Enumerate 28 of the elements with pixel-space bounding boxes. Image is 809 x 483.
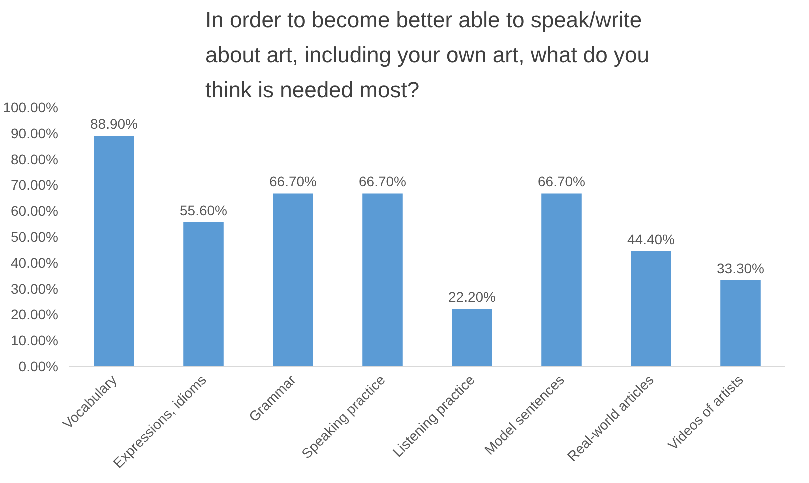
bar: [631, 252, 672, 366]
data-label: 66.70%: [359, 174, 406, 190]
bar: [452, 309, 492, 366]
y-tick-label: 20.00%: [11, 306, 58, 323]
data-label: 88.90%: [90, 116, 138, 132]
y-tick-label: 60.00%: [11, 203, 58, 220]
data-label: 33.30%: [717, 260, 764, 276]
y-tick-label: 90.00%: [11, 125, 58, 142]
y-tick-label: 40.00%: [11, 254, 58, 271]
bar: [273, 194, 314, 366]
bar: [720, 280, 761, 366]
data-label: 66.70%: [538, 174, 586, 190]
bar: [94, 136, 134, 366]
data-label: 55.60%: [180, 202, 228, 218]
y-tick-label: 10.00%: [11, 332, 58, 349]
chart-title: In order to become better able to speak/write about art, including your own art, what do you think is needed most?: [206, 8, 650, 102]
y-tick-label: 100.00%: [3, 100, 59, 116]
bar: [184, 222, 224, 366]
y-tick-label: 70.00%: [11, 177, 58, 194]
data-label: 66.70%: [270, 174, 317, 190]
y-tick-label: 0.00%: [18, 358, 59, 374]
y-tick-label: 50.00%: [11, 229, 58, 245]
bar: [542, 194, 582, 366]
data-label: 22.20%: [448, 289, 496, 305]
y-tick-label: 80.00%: [11, 151, 58, 168]
bar: [362, 194, 403, 366]
y-tick-label: 30.00%: [11, 280, 58, 297]
data-label: 44.40%: [628, 232, 675, 248]
